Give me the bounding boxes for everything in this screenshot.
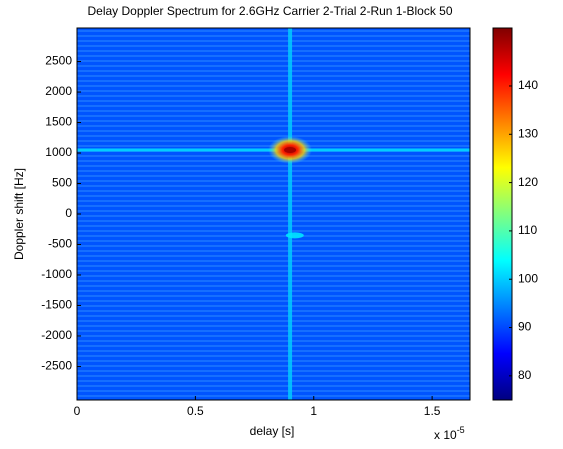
delay-line (288, 28, 293, 400)
y-tick-label: 1000 (45, 145, 72, 159)
y-tick-label: 1500 (45, 115, 72, 129)
y-tick-label: -2500 (41, 359, 72, 373)
y-tick-label: 500 (52, 176, 72, 190)
noise-stripes (77, 28, 470, 400)
x-multiplier-base: x 10 (434, 428, 457, 442)
x-tick-label: 1.5 (424, 404, 441, 418)
y-tick-label: 0 (65, 206, 72, 220)
y-tick-label: -500 (48, 237, 72, 251)
secondary-spot (285, 232, 304, 239)
colorbar-tick-label: 90 (518, 320, 532, 334)
colorbar-tick-label: 80 (518, 368, 532, 382)
y-tick-label: -2000 (41, 328, 72, 342)
colorbar-tick-label: 120 (518, 175, 538, 189)
colorbar-tick-label: 100 (518, 271, 538, 285)
chart-title: Delay Doppler Spectrum for 2.6GHz Carrie… (87, 4, 452, 18)
y-tick-label: 2500 (45, 54, 72, 68)
plot-area (77, 28, 470, 400)
x-tick-label: 0.5 (187, 404, 204, 418)
y-tick-label: -1000 (41, 267, 72, 281)
colorbar-tick-label: 140 (518, 78, 538, 92)
colorbar-tick-label: 130 (518, 126, 538, 140)
x-tick-label: 1 (310, 404, 317, 418)
x-tick-label: 0 (74, 404, 81, 418)
peak (284, 146, 297, 153)
x-multiplier: x 10-5 (434, 425, 465, 442)
colorbar (492, 27, 513, 401)
y-tick-label: 2000 (45, 84, 72, 98)
x-axis-label: delay [s] (250, 424, 295, 438)
x-multiplier-exponent: -5 (457, 425, 465, 435)
y-tick-label: -1500 (41, 298, 72, 312)
colorbar-tick-label: 110 (518, 223, 537, 237)
y-axis-label: Doppler shift [Hz] (12, 168, 26, 260)
